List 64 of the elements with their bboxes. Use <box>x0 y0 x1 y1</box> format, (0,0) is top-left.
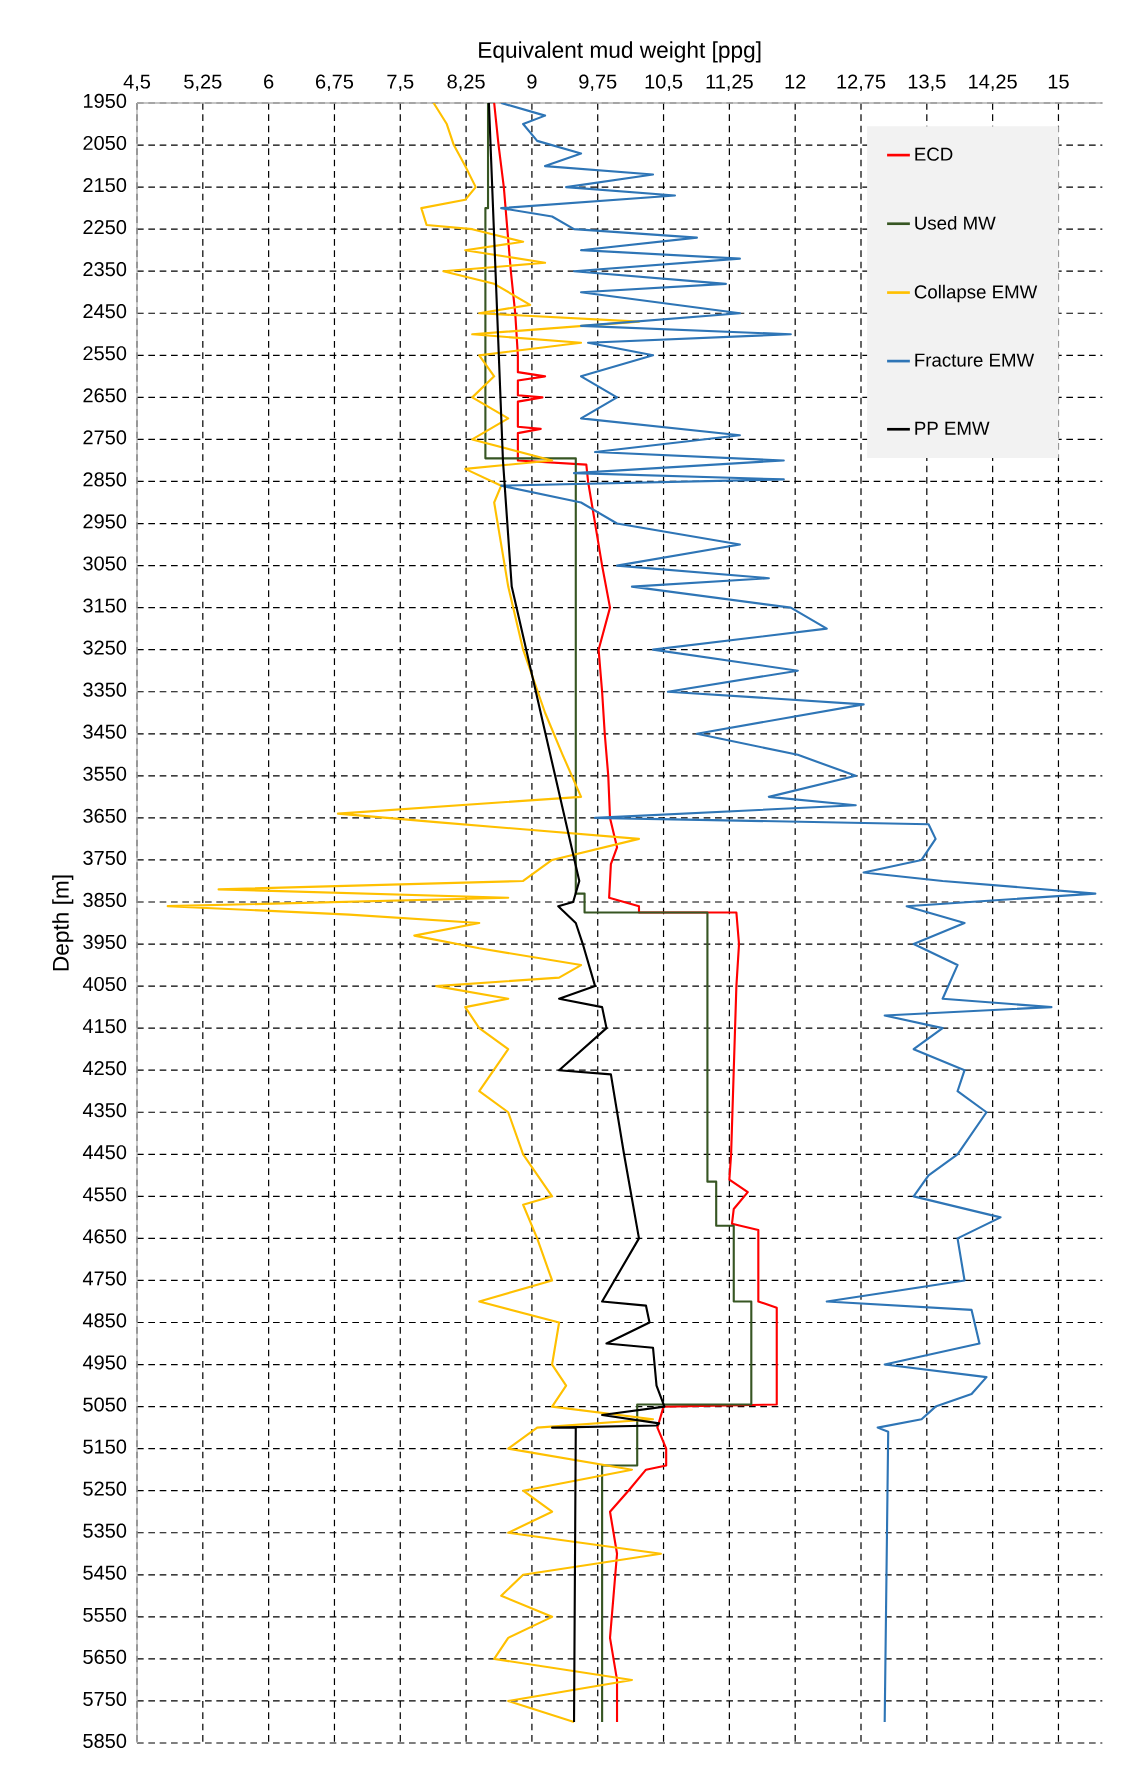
x-tick-label: 7,5 <box>387 74 414 91</box>
x-tick-label: 8,25 <box>447 74 485 91</box>
x-tick-label: 9 <box>527 74 537 89</box>
y-tick-label: 3750 <box>83 850 127 865</box>
x-tick-label: 6,75 <box>316 74 354 91</box>
y-tick-label: 3050 <box>83 556 127 571</box>
x-tick-label: 11,25 <box>706 74 753 91</box>
y-tick-label: 5050 <box>83 1397 127 1412</box>
y-tick-label: 4250 <box>82 1061 127 1076</box>
y-tick-label: 2850 <box>83 472 127 487</box>
y-tick-label: 5850 <box>83 1733 127 1748</box>
y-tick-label: 5350 <box>83 1523 127 1538</box>
y-tick-label: 5750 <box>83 1691 127 1706</box>
y-tick-label: 3250 <box>83 640 127 655</box>
y-tick-label: 5250 <box>83 1481 127 1496</box>
y-tick-label: 2150 <box>83 177 127 193</box>
y-tick-label: 3350 <box>83 682 127 697</box>
y-tick-label: 5150 <box>83 1439 127 1454</box>
y-tick-label: 4150 <box>82 1018 127 1034</box>
y-tick-label: 3150 <box>83 598 127 613</box>
y-tick-label: 2250 <box>83 220 127 235</box>
y-tick-label: 5450 <box>83 1565 127 1580</box>
y-tick-label: 4950 <box>82 1355 127 1370</box>
legend-label: Used MW <box>915 215 996 230</box>
y-tick-label: 4350 <box>82 1103 127 1118</box>
x-tick-label: 15 <box>1048 74 1069 89</box>
y-tick-label: 3950 <box>83 934 127 950</box>
x-tick-label: 10,5 <box>645 74 683 91</box>
line-series <box>166 103 662 1724</box>
x-tick-label: 12,75 <box>837 74 886 91</box>
y-tick-label: 3850 <box>83 892 127 907</box>
x-tick-label: 5,25 <box>184 74 222 91</box>
y-tick-label: 2650 <box>83 388 127 403</box>
x-tick-label: 9,75 <box>579 74 617 91</box>
y-tick-label: 4850 <box>82 1313 127 1328</box>
line-series <box>500 103 1097 1724</box>
y-axis-title: Depth [m] <box>52 875 74 971</box>
y-tick-label: 3450 <box>83 724 127 739</box>
y-tick-label: 2050 <box>83 135 127 151</box>
x-tick-label: 14,25 <box>969 74 1017 91</box>
x-tick-label: 12 <box>785 74 806 89</box>
y-tick-label: 2550 <box>83 346 127 361</box>
y-tick-label: 4450 <box>82 1145 127 1160</box>
y-tick-label: 2450 <box>83 304 127 319</box>
x-tick-label: 6 <box>264 74 274 89</box>
legend-label: PP EMW <box>915 421 990 435</box>
legend-label: Collapse EMW <box>914 284 1038 303</box>
y-tick-label: 2950 <box>83 514 127 529</box>
legend-label: Fracture EMW <box>915 353 1035 367</box>
x-tick-label: 13,5 <box>908 74 946 91</box>
x-tick-label: 4,5 <box>123 74 151 91</box>
y-tick-label: 4650 <box>82 1229 127 1244</box>
y-tick-label: 4550 <box>82 1187 127 1202</box>
legend-label: ECD <box>915 147 953 161</box>
y-tick-label: 3550 <box>83 766 127 781</box>
y-tick-label: 1950 <box>83 93 127 108</box>
y-tick-label: 2350 <box>83 262 127 277</box>
x-axis-title: Equivalent mud weight [ppg] <box>479 41 761 63</box>
y-tick-label: 4050 <box>82 976 127 992</box>
y-tick-label: 4750 <box>82 1271 127 1286</box>
y-tick-label: 5550 <box>83 1607 127 1622</box>
y-tick-label: 2750 <box>83 430 127 445</box>
y-tick-label: 5650 <box>83 1649 127 1664</box>
y-tick-label: 3650 <box>83 808 127 823</box>
